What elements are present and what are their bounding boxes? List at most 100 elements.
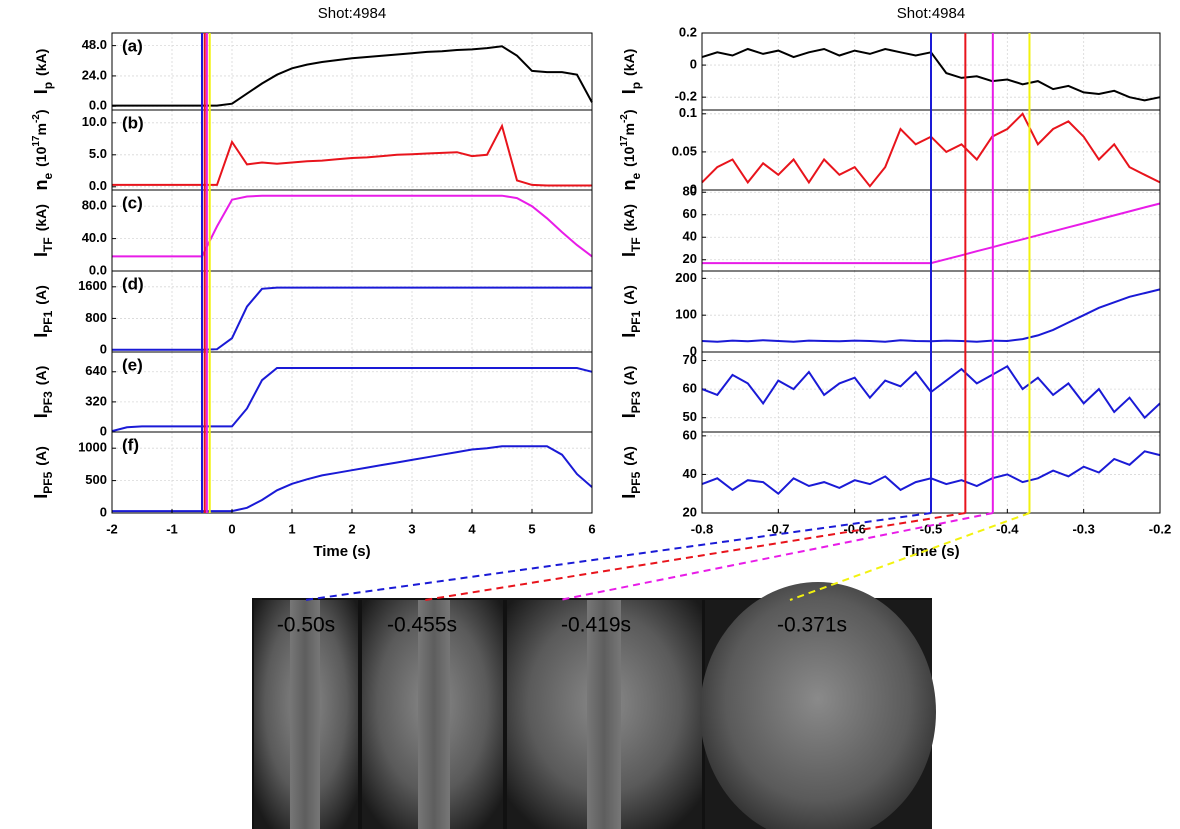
x-tick-label: -0.8 bbox=[691, 521, 713, 536]
y-tick-label: 0.0 bbox=[89, 98, 107, 113]
x-tick-label: 5 bbox=[528, 521, 535, 536]
y-label-unit: (A) bbox=[33, 366, 49, 385]
panel-tag: (c) bbox=[122, 193, 143, 212]
y-label-unit: (A) bbox=[33, 285, 49, 304]
y-tick-label: 1000 bbox=[78, 440, 107, 455]
y-label-unit: (10 bbox=[33, 146, 49, 166]
y-tick-label: 60 bbox=[683, 381, 697, 396]
y-label-sub: TF bbox=[41, 237, 55, 252]
y-label-unit: -2 bbox=[31, 114, 42, 123]
x-tick-label: -0.3 bbox=[1072, 521, 1094, 536]
y-tick-label: 0.0 bbox=[89, 262, 107, 277]
y-label-symbol: I bbox=[31, 252, 51, 257]
plasma-glow bbox=[700, 582, 936, 829]
x-tick-label: -2 bbox=[106, 521, 118, 536]
y-axis-label: Ip (kA) bbox=[31, 49, 55, 95]
x-axis-label: Time (s) bbox=[313, 543, 370, 560]
y-tick-label: 60 bbox=[683, 206, 697, 221]
y-tick-label: 640 bbox=[85, 363, 107, 378]
y-label-unit: m bbox=[621, 123, 637, 135]
data-line bbox=[112, 194, 593, 258]
y-label-unit: ) bbox=[621, 109, 637, 114]
x-tick-label: -0.6 bbox=[843, 521, 865, 536]
center-column bbox=[587, 600, 621, 829]
y-label-sub: e bbox=[41, 173, 55, 180]
y-tick-label: 800 bbox=[85, 310, 107, 325]
y-label-unit: (kA) bbox=[33, 49, 49, 76]
y-label-sub: PF1 bbox=[629, 310, 643, 332]
x-tick-label: -0.4 bbox=[996, 521, 1019, 536]
y-tick-label: 0 bbox=[100, 504, 107, 519]
y-tick-label: 500 bbox=[85, 472, 107, 487]
panel-tag: (f) bbox=[122, 435, 139, 454]
x-tick-label: -0.5 bbox=[920, 521, 942, 536]
x-tick-label: 6 bbox=[588, 521, 595, 536]
y-tick-label: 24.0 bbox=[82, 67, 107, 82]
x-tick-label: 2 bbox=[348, 521, 355, 536]
y-label-symbol: I bbox=[31, 413, 51, 418]
y-label-symbol: n bbox=[31, 180, 51, 191]
y-tick-label: 60 bbox=[683, 427, 697, 442]
data-line bbox=[111, 367, 593, 433]
y-tick-label: 80.0 bbox=[82, 198, 107, 213]
y-axis-label: IPF3 (A) bbox=[31, 366, 55, 418]
y-tick-label: 70 bbox=[683, 352, 697, 367]
y-tick-label: 0 bbox=[690, 181, 697, 196]
y-tick-label: 0.1 bbox=[679, 105, 697, 120]
x-tick-label: -0.2 bbox=[1149, 521, 1171, 536]
y-label-symbol: I bbox=[619, 413, 639, 418]
y-axis-label: ne (1017m-2) bbox=[31, 109, 55, 190]
y-label-unit: ) bbox=[33, 109, 49, 114]
y-tick-label: 40 bbox=[683, 229, 697, 244]
data-line bbox=[112, 445, 593, 513]
x-tick-label: -1 bbox=[166, 521, 178, 536]
y-tick-label: 40.0 bbox=[82, 230, 107, 245]
chart-title: Shot:4984 bbox=[897, 5, 965, 22]
y-tick-label: -0.2 bbox=[675, 89, 697, 104]
y-tick-label: 0.2 bbox=[679, 24, 697, 39]
x-axis-label: Time (s) bbox=[902, 543, 959, 560]
y-tick-label: 0.0 bbox=[89, 178, 107, 193]
y-label-unit: -2 bbox=[619, 114, 630, 123]
y-tick-label: 80 bbox=[683, 184, 697, 199]
y-label-symbol: n bbox=[619, 180, 639, 191]
y-label-unit: 17 bbox=[619, 135, 630, 147]
y-label-sub: PF1 bbox=[41, 310, 55, 332]
x-tick-label: 1 bbox=[288, 521, 295, 536]
panel-tag: (e) bbox=[122, 355, 143, 374]
y-label-unit: (A) bbox=[621, 366, 637, 385]
y-label-sub: e bbox=[629, 173, 643, 180]
y-tick-label: 48.0 bbox=[82, 37, 107, 52]
y-tick-label: 0 bbox=[690, 57, 697, 72]
y-axis-label: ITF (kA) bbox=[31, 204, 55, 257]
x-tick-label: 3 bbox=[408, 521, 415, 536]
y-label-sub: PF5 bbox=[629, 471, 643, 493]
y-label-unit: (kA) bbox=[33, 204, 49, 231]
y-axis-label: ITF (kA) bbox=[619, 204, 643, 257]
y-label-unit: (kA) bbox=[621, 204, 637, 231]
y-axis-label: ne (1017m-2) bbox=[619, 109, 643, 190]
marker-link bbox=[789, 512, 1030, 601]
data-line bbox=[112, 45, 593, 107]
y-axis-label: IPF5 (A) bbox=[619, 446, 643, 498]
y-tick-label: 0.05 bbox=[672, 143, 697, 158]
y-label-unit: (A) bbox=[621, 285, 637, 304]
y-label-symbol: I bbox=[619, 252, 639, 257]
y-label-sub: PF3 bbox=[629, 391, 643, 413]
y-label-symbol: I bbox=[31, 494, 51, 499]
y-axis-label: IPF3 (A) bbox=[619, 366, 643, 418]
y-label-symbol: I bbox=[619, 494, 639, 499]
marker-link bbox=[304, 512, 932, 601]
x-tick-label: 0 bbox=[228, 521, 235, 536]
y-axis-label: IPF1 (A) bbox=[31, 285, 55, 337]
camera-frames bbox=[252, 582, 936, 829]
y-label-unit: (A) bbox=[33, 446, 49, 465]
y-label-unit: 17 bbox=[31, 135, 42, 147]
y-label-sub: TF bbox=[629, 237, 643, 252]
y-label-sub: PF5 bbox=[41, 471, 55, 493]
y-tick-label: 200 bbox=[675, 270, 697, 285]
y-tick-label: 0 bbox=[100, 423, 107, 438]
y-axis-label: IPF5 (A) bbox=[31, 446, 55, 498]
chart-title: Shot:4984 bbox=[318, 5, 386, 22]
